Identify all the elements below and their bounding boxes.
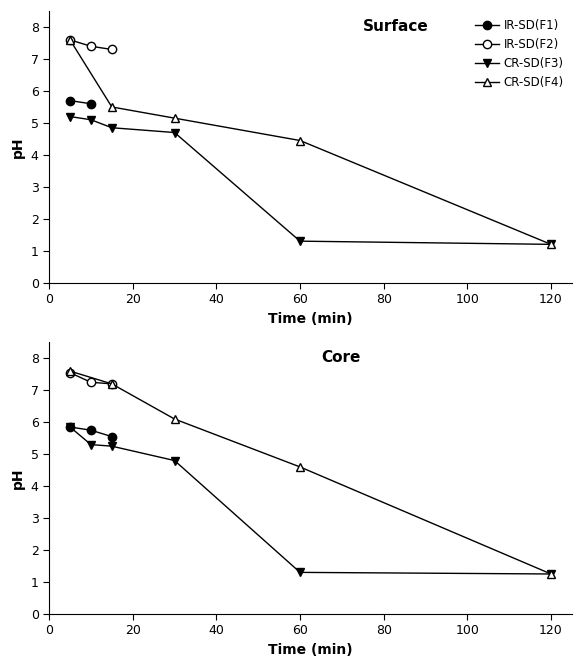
Y-axis label: pH: pH [11, 136, 25, 158]
Legend: IR-SD(F1), IR-SD(F2), CR-SD(F3), CR-SD(F4): IR-SD(F1), IR-SD(F2), CR-SD(F3), CR-SD(F… [473, 17, 566, 92]
X-axis label: Time (min): Time (min) [268, 312, 353, 326]
X-axis label: Time (min): Time (min) [268, 643, 353, 657]
Text: Surface: Surface [363, 19, 429, 34]
Text: Core: Core [321, 351, 360, 365]
Y-axis label: pH: pH [11, 468, 25, 489]
